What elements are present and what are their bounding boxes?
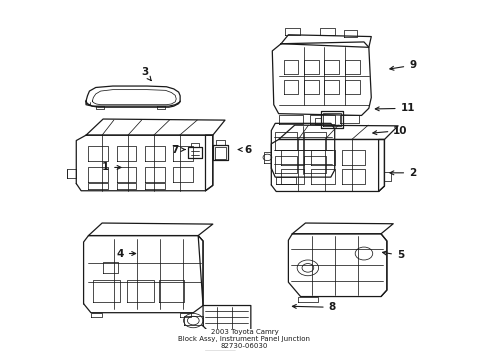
Text: 11: 11 — [374, 103, 414, 113]
Text: 5: 5 — [382, 250, 404, 260]
Text: 3: 3 — [141, 67, 151, 81]
Text: 8: 8 — [292, 302, 335, 312]
Text: 2: 2 — [389, 168, 415, 178]
Text: 10: 10 — [372, 126, 407, 135]
Text: 7: 7 — [171, 144, 184, 154]
Text: 9: 9 — [389, 60, 415, 70]
Text: 2003 Toyota Camry
Block Assy, Instrument Panel Junction
82730-06030: 2003 Toyota Camry Block Assy, Instrument… — [178, 329, 310, 349]
Text: 4: 4 — [116, 248, 135, 258]
Text: 6: 6 — [238, 144, 251, 154]
Text: 1: 1 — [102, 162, 121, 172]
